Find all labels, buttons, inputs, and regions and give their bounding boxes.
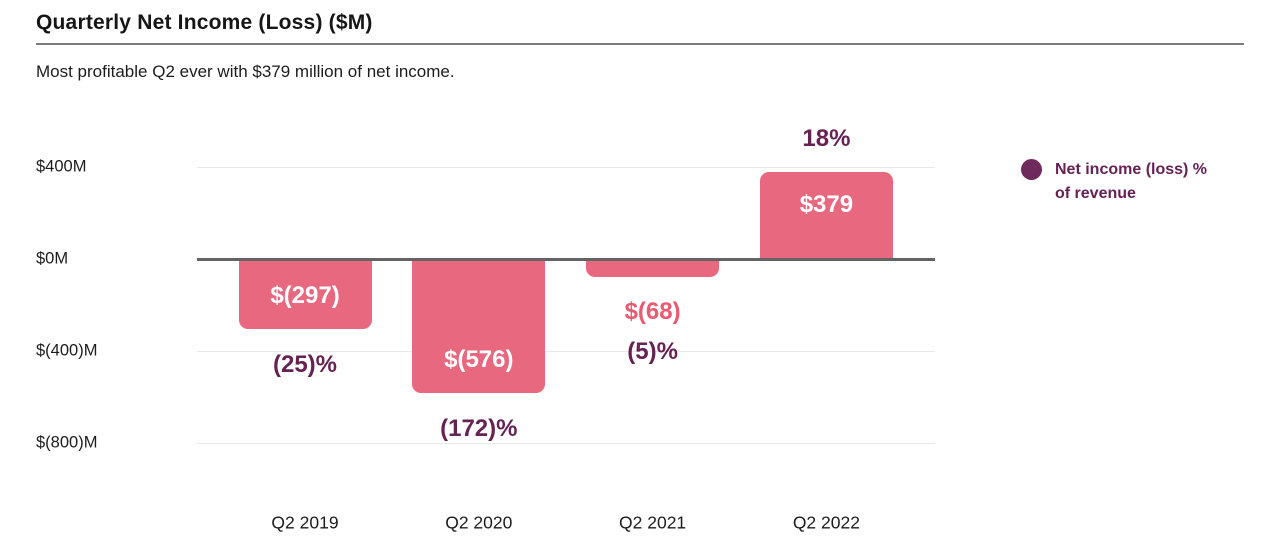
chart-subtitle: Most profitable Q2 ever with $379 millio…	[36, 62, 455, 81]
gridline--800-m	[197, 443, 935, 444]
x-axis-category-label-q2-2019: Q2 2019	[271, 512, 339, 533]
x-axis-category-label-q2-2021: Q2 2021	[619, 512, 687, 533]
legend-label: Net income (loss) % of revenue	[1055, 158, 1207, 206]
bar-pct-label-q2-2020: (172)%	[440, 414, 518, 442]
legend-label-line2: of revenue	[1055, 185, 1136, 202]
bar-q2-2020	[412, 261, 546, 394]
chart-title: Quarterly Net Income (Loss) ($M)	[36, 11, 373, 34]
bar-pct-label-q2-2019: (25)%	[272, 350, 338, 378]
zero-axis-line	[197, 258, 935, 261]
bar-q2-2022	[759, 171, 893, 259]
bar-pct-label-q2-2022: 18%	[802, 124, 851, 152]
bar-q2-2019	[238, 261, 372, 330]
bar-pct-label-q2-2021: (5)%	[627, 337, 678, 365]
y-axis-tick-label--400m: $400M	[36, 157, 87, 176]
legend-dot-icon	[1021, 159, 1042, 180]
bar-value-label-q2-2021: $(68)	[624, 297, 681, 325]
x-axis-category-label-q2-2022: Q2 2022	[792, 512, 860, 533]
gridline--400-m	[197, 351, 935, 352]
bar-q2-2021	[586, 261, 720, 277]
bar-value-label-q2-2022: $379	[799, 190, 854, 218]
title-divider	[36, 43, 1244, 45]
legend-label-line1: Net income (loss) %	[1055, 161, 1208, 178]
legend: Net income (loss) % of revenue	[1021, 158, 1207, 206]
y-axis-tick-label--0m: $0M	[36, 249, 69, 268]
bar-value-label-q2-2020: $(576)	[444, 346, 514, 374]
x-axis-category-label-q2-2020: Q2 2020	[445, 512, 513, 533]
y-axis-tick-label--800-m: $(800)M	[36, 433, 98, 452]
gridline--400m	[197, 167, 935, 168]
y-axis-tick-label--400-m: $(400)M	[36, 341, 98, 360]
bar-value-label-q2-2019: $(297)	[270, 282, 340, 310]
